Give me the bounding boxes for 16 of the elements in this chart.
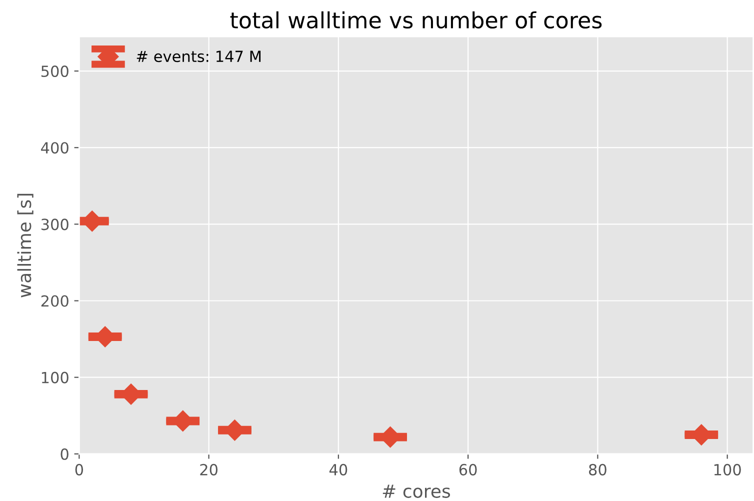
- x-tick-label: 100: [714, 464, 741, 476]
- y-tick-label: 300: [41, 218, 68, 230]
- x-tick-label: 0: [75, 464, 84, 476]
- chart-title: total walltime vs number of cores: [230, 11, 602, 29]
- x-tick-label: 60: [459, 464, 477, 476]
- y-tick-label: 100: [42, 372, 68, 384]
- y-tick-label: 200: [41, 295, 68, 307]
- x-tick-label: 20: [200, 464, 218, 476]
- legend-label: # events: 147 M: [136, 50, 261, 62]
- y-tick-label: 400: [41, 142, 68, 154]
- x-axis-title: # cores: [382, 484, 450, 498]
- x-tick-label: 80: [589, 464, 606, 476]
- y-tick-label: 0: [60, 448, 68, 460]
- y-tick-label: 500: [41, 65, 68, 78]
- y-axis-title: walltime [s]: [17, 194, 34, 298]
- x-tick-label: 40: [329, 464, 348, 476]
